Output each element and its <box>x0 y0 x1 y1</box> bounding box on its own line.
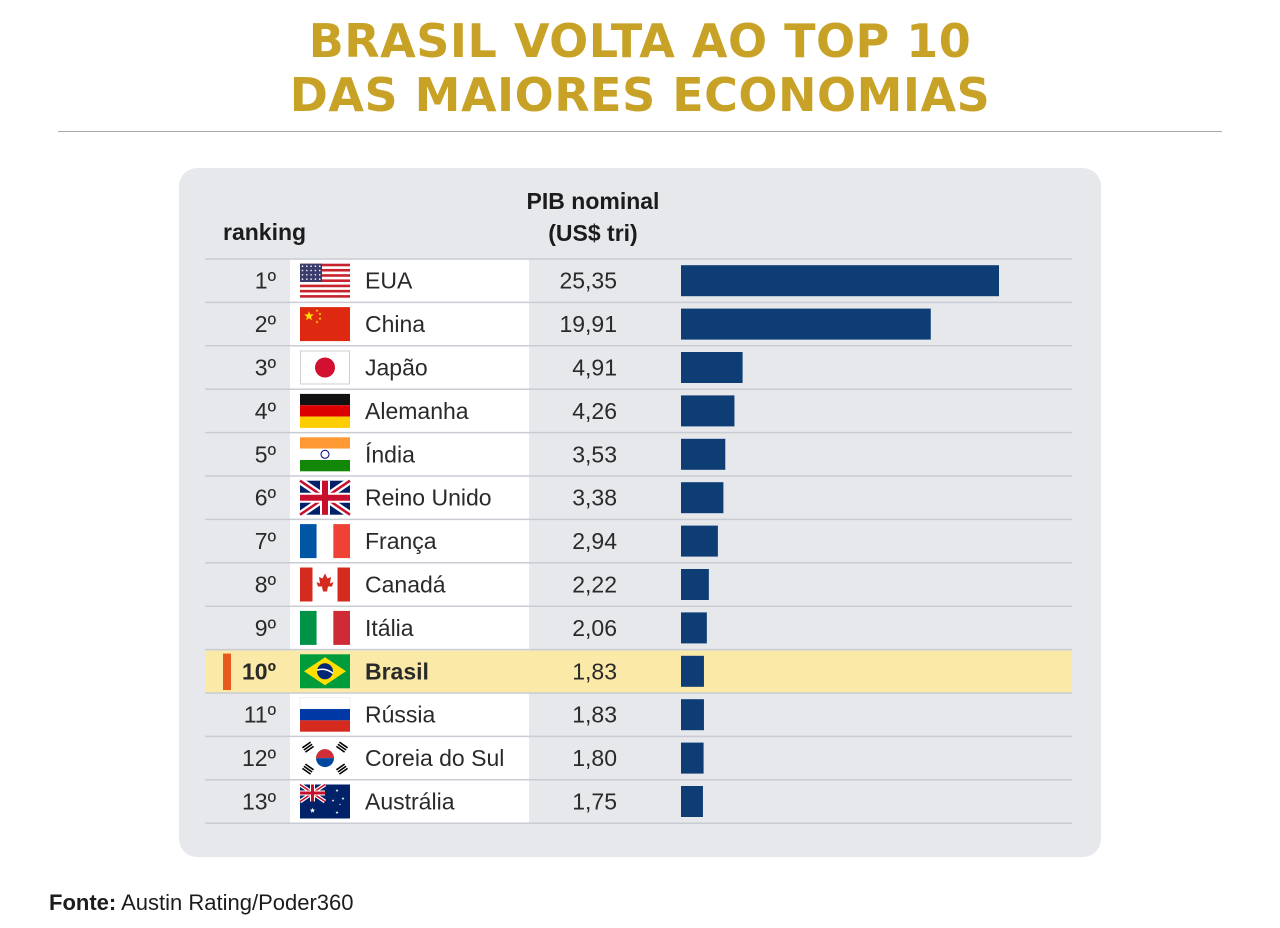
country-label: Brasil <box>365 658 429 684</box>
bar-frança <box>681 525 718 557</box>
country-label: Canadá <box>365 572 446 598</box>
ranking-header: ranking <box>223 219 307 245</box>
highlight-marker <box>223 653 231 690</box>
bar-canadá <box>681 569 709 600</box>
country-label: Japão <box>365 355 428 381</box>
south-korea-flag-icon <box>300 741 350 776</box>
pib-header: PIB nominal (US$ tri) <box>508 185 678 249</box>
value-label: 1,75 <box>572 789 617 815</box>
source-label: Fonte: <box>49 890 117 915</box>
india-flag-icon <box>300 437 350 472</box>
value-label: 1,80 <box>572 745 617 771</box>
rank-label: 6º <box>255 485 277 511</box>
bar-índia <box>681 438 726 470</box>
country-label: Rússia <box>365 702 436 728</box>
country-label: Coreia do Sul <box>365 745 504 771</box>
australia-flag-icon <box>298 782 350 819</box>
bar-rússia <box>681 699 704 731</box>
bar-coreia-do-sul <box>681 742 704 774</box>
value-label: 2,94 <box>572 528 617 554</box>
brazil-flag-icon <box>300 654 350 689</box>
value-label: 25,35 <box>559 268 617 294</box>
pib-header-line-2: (US$ tri) <box>548 220 638 246</box>
bar-austrália <box>681 786 703 817</box>
source-note: Fonte: Austin Rating/Poder360 <box>49 890 353 916</box>
value-label: 1,83 <box>572 658 617 684</box>
bar-alemanha <box>681 395 735 427</box>
rank-label: 11º <box>244 702 277 728</box>
uk-flag-icon <box>298 477 352 518</box>
country-label: EUA <box>365 268 413 294</box>
rank-label: 12º <box>242 745 277 771</box>
value-label: 1,83 <box>572 702 617 728</box>
value-label: 2,22 <box>572 572 617 598</box>
value-label: 3,53 <box>572 441 617 467</box>
country-label: Índia <box>365 441 415 467</box>
rank-label: 4º <box>255 398 277 424</box>
russia-flag-icon <box>299 697 351 732</box>
bar-japão <box>681 352 743 383</box>
title-line-2: DAS MAIORES ECONOMIAS <box>289 68 991 122</box>
rank-label: 3º <box>255 355 277 381</box>
value-label: 2,06 <box>572 615 617 641</box>
value-label: 4,26 <box>572 398 617 424</box>
usa-flag-icon <box>300 263 350 298</box>
germany-flag-icon <box>300 393 350 428</box>
rank-label: 7º <box>255 528 277 554</box>
bar-china <box>681 308 931 340</box>
rank-label: 9º <box>255 615 277 641</box>
pib-header-line-1: PIB nominal <box>526 188 660 214</box>
country-label: Reino Unido <box>365 485 492 511</box>
value-label: 3,38 <box>572 485 617 511</box>
country-label: Itália <box>365 615 414 641</box>
bar-reino-unido <box>681 482 724 514</box>
canada-flag-icon <box>300 567 350 602</box>
rank-label: 8º <box>255 572 277 598</box>
italy-flag-icon <box>300 610 350 645</box>
rank-label: 10º <box>242 658 276 684</box>
title-divider <box>58 131 1222 132</box>
bar-eua <box>681 265 999 297</box>
title-line-1: BRASIL VOLTA AO TOP 10 <box>308 14 972 68</box>
chart-title: BRASIL VOLTA AO TOP 10 DAS MAIORES ECONO… <box>0 14 1280 122</box>
rank-label: 2º <box>255 311 277 337</box>
bar-itália <box>681 612 707 644</box>
rank-label: 13º <box>242 789 277 815</box>
country-label: Austrália <box>365 789 455 815</box>
source-text: Austin Rating/Poder360 <box>121 890 354 915</box>
rank-label: 1º <box>255 268 277 294</box>
country-label: Alemanha <box>365 398 469 424</box>
bar-brasil <box>681 655 704 687</box>
japan-flag-icon <box>300 350 350 385</box>
value-label: 19,91 <box>559 311 617 337</box>
rank-label: 5º <box>255 441 277 467</box>
country-label: China <box>365 311 425 337</box>
china-flag-icon <box>300 307 350 342</box>
country-label: França <box>365 528 437 554</box>
value-label: 4,91 <box>572 355 617 381</box>
france-flag-icon <box>300 524 350 559</box>
